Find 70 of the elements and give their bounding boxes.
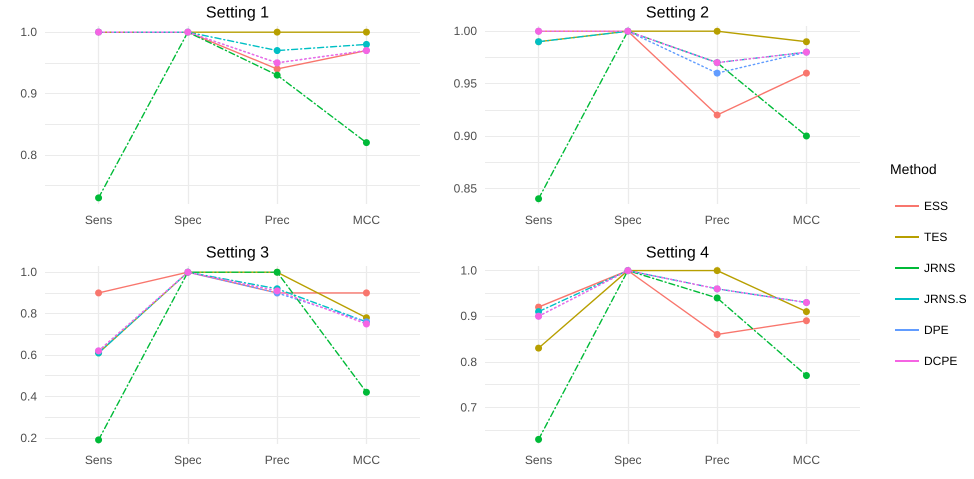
point xyxy=(274,28,281,36)
x-tick-label: Spec xyxy=(174,453,202,467)
point xyxy=(714,294,721,302)
x-tick-label: Prec xyxy=(704,213,730,227)
point xyxy=(95,289,102,296)
y-tick-label: 0.95 xyxy=(454,76,478,91)
point xyxy=(274,72,281,79)
point xyxy=(535,436,542,443)
x-tick-label: Sens xyxy=(524,213,552,227)
legend-label: TES xyxy=(924,230,948,244)
point xyxy=(714,267,721,274)
point xyxy=(802,38,810,46)
text: 1.0 xyxy=(20,25,37,40)
chart-title: Setting 3 xyxy=(206,244,270,262)
x-tick-label: Sens xyxy=(84,453,112,467)
chart-title: Setting 1 xyxy=(206,4,270,22)
point xyxy=(802,132,810,140)
point xyxy=(535,344,542,352)
y-tick-label: 0.8 xyxy=(460,354,478,369)
x-tick-label: Sens xyxy=(84,213,112,227)
x-tick-label: Prec xyxy=(264,453,290,467)
x-tick-label: Prec xyxy=(264,213,290,227)
point xyxy=(362,40,370,48)
point xyxy=(802,317,810,324)
point xyxy=(535,195,542,202)
point xyxy=(802,372,810,380)
y-tick-label: 0.8 xyxy=(20,306,38,321)
legend-label: DPE xyxy=(924,323,949,337)
x-tick-label: Prec xyxy=(704,453,730,467)
text: 1.0 xyxy=(460,264,477,278)
legend-label: JRNS.S xyxy=(924,292,967,306)
y-tick-label: 0.7 xyxy=(460,400,478,414)
point xyxy=(95,436,102,444)
text: 0.90 xyxy=(454,128,477,143)
point xyxy=(362,388,370,396)
x-tick-label: Spec xyxy=(614,213,642,227)
point xyxy=(274,47,281,54)
legend-label: DCPE xyxy=(924,354,958,368)
legend-label: ESS xyxy=(924,199,948,213)
x-tick-label: MCC xyxy=(352,213,380,227)
point xyxy=(362,139,370,146)
y-tick-label: 0.6 xyxy=(20,348,38,362)
point xyxy=(802,308,810,316)
point xyxy=(362,289,370,296)
point xyxy=(714,330,721,338)
point xyxy=(714,112,721,118)
chart-title: Setting 4 xyxy=(646,244,710,262)
x-tick-label: Spec xyxy=(614,453,642,467)
x-tick-label: MCC xyxy=(352,453,380,467)
x-tick-label: Spec xyxy=(174,213,202,227)
x-tick-label: Sens xyxy=(524,453,552,467)
point xyxy=(274,65,281,72)
point xyxy=(362,28,370,36)
point xyxy=(802,70,810,77)
y-tick-label: 0.4 xyxy=(20,389,38,404)
chart-title: Setting 2 xyxy=(646,4,710,22)
x-tick-label: MCC xyxy=(792,453,820,467)
point xyxy=(95,194,102,202)
point xyxy=(714,70,721,77)
text: 1.00 xyxy=(454,24,477,38)
y-tick-label: 0.8 xyxy=(20,148,38,162)
y-tick-label: 0.9 xyxy=(460,309,478,324)
y-tick-label: 0.2 xyxy=(20,430,38,445)
x-tick-label: MCC xyxy=(792,213,820,227)
text: 1.0 xyxy=(20,265,37,280)
y-tick-label: 0.9 xyxy=(20,86,38,101)
y-tick-label: 0.85 xyxy=(454,181,478,196)
legend-label: JRNS xyxy=(924,261,956,275)
legend-title: Method xyxy=(890,161,937,177)
point xyxy=(714,28,721,35)
